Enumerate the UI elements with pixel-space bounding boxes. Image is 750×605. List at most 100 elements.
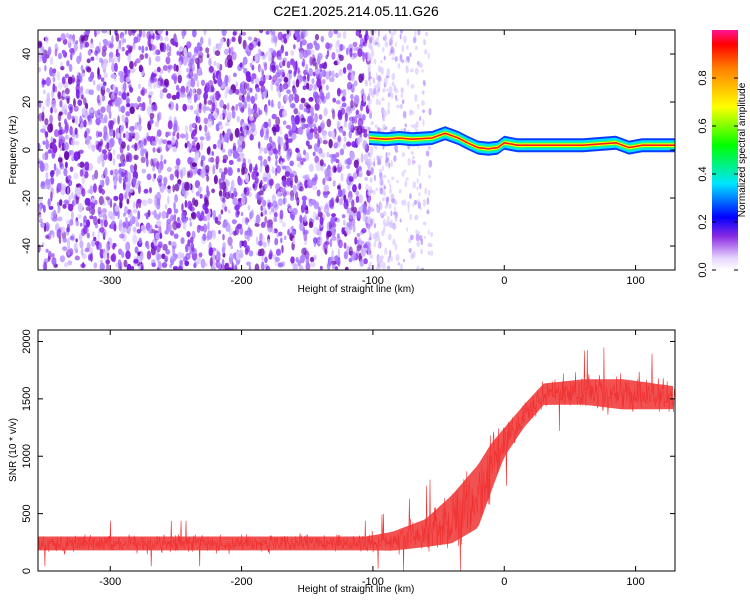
spectrogram-noise-speck [414,45,418,51]
spectrogram-y-tick-label: 20 [21,96,33,108]
spectrogram-noise-speck [288,72,293,80]
spectrogram-noise-speck [301,195,307,202]
spectrogram-noise-speck [117,53,121,63]
spectrogram-noise-speck [386,157,390,162]
spectrogram-noise-speck [155,49,161,55]
spectrogram-noise-speck [279,209,284,220]
spectrogram-noise-speck [417,201,421,209]
spectrogram-noise-speck [117,259,122,268]
spectrogram-noise-speck [279,84,285,92]
spectrogram-noise-speck [321,92,325,102]
spectrogram-noise-speck [373,189,376,196]
spectrogram-noise-speck [156,220,162,227]
spectrogram-noise-speck [103,153,108,161]
spectrogram-noise-speck [175,64,179,73]
spectrogram-noise-speck [353,159,359,169]
spectrogram-noise-speck [301,39,307,46]
spectrogram-noise-speck [304,209,309,215]
spectrogram-noise-speck [291,230,297,236]
spectrogram-noise-speck [199,36,204,45]
spectrogram-noise-speck [378,100,381,106]
spectrogram-noise-speck [120,125,124,132]
ridge-peak-line [368,132,675,150]
spectrogram-noise-speck [167,187,171,194]
spectrogram-noise-speck [192,30,197,38]
spectrogram-noise-speck [292,263,298,270]
spectrogram-noise-speck [105,259,110,265]
spectrogram-noise-speck [99,93,103,103]
spectrogram-noise-speck [343,199,349,210]
spectrogram-noise-speck [375,187,379,191]
spectrogram-noise-speck [271,99,274,107]
spectrogram-noise-speck [101,84,106,91]
spectrogram-noise-speck [133,154,139,161]
spectrogram-noise-speck [222,233,225,241]
spectrogram-noise-speck [348,176,354,182]
spectrogram-noise-speck [368,196,371,204]
figure-title: C2E1.2025.214.05.11.G26 [273,3,439,19]
spectrogram-noise-speck [53,107,58,114]
snr-y-tick-label: 2000 [21,329,33,353]
spectrogram-noise-speck [74,115,79,125]
spectrogram-noise-speck [369,36,373,44]
spectrogram-noise-speck [300,30,306,40]
spectrogram-noise-speck [389,256,394,262]
spectrogram-noise-speck [193,136,198,143]
spectrogram-noise-speck [353,46,359,52]
spectrogram-noise-speck [89,215,94,220]
spectrogram-noise-speck [383,174,387,178]
spectrogram-noise-speck [148,187,153,194]
spectrogram-noise-speck [351,140,357,148]
spectrogram-noise-speck [97,131,103,138]
spectrogram-y-tick-label: 40 [21,48,33,60]
spectrogram-noise-speck [152,166,155,172]
spectrogram-noise-speck [382,116,386,122]
spectrogram-noise-speck [49,114,53,124]
spectrogram-noise-speck [412,202,415,208]
spectrogram-noise-speck [284,171,291,177]
spectrogram-noise-speck [186,67,189,73]
spectrogram-noise-speck [196,142,200,151]
spectrogram-noise-speck [270,35,274,44]
spectrogram-noise-speck [149,119,154,125]
spectrogram-noise-speck [131,215,136,225]
spectrogram-noise-speck [204,196,209,206]
spectrogram-noise-speck [383,55,386,61]
spectrogram-noise-speck [258,196,264,201]
ridge-core-band [369,131,675,151]
spectrogram-noise-speck [286,89,291,95]
spectrogram-noise-speck [38,197,43,203]
spectrogram-noise-speck [239,227,244,236]
spectrogram-noise-speck [239,62,243,68]
spectrogram-noise-speck [165,30,169,36]
spectrogram-noise-speck [352,41,358,47]
spectrogram-noise-speck [162,88,168,93]
spectrogram-noise-speck [262,199,267,207]
spectrogram-noise-speck [372,77,376,84]
spectrogram-noise-speck [338,161,342,168]
spectrogram-noise-speck [173,208,179,214]
spectrogram-noise-speck [355,190,360,196]
spectrogram-noise-speck [325,84,329,91]
snr-x-tick-label: -300 [99,576,121,588]
spectrogram-noise-speck [176,165,180,171]
spectrogram-noise-speck [206,174,210,182]
spectrogram-noise-speck [199,46,203,52]
spectrogram-noise-speck [84,109,88,116]
spectrogram-noise-speck [277,31,283,41]
spectrogram-noise-speck [149,43,155,51]
spectrogram-noise-speck [151,140,157,147]
spectrogram-noise-speck [317,138,321,148]
spectrogram-noise-speck [254,177,259,184]
spectrogram-noise-speck [237,139,241,147]
spectrogram-noise-speck [214,90,221,101]
spectrogram-noise-speck [264,256,268,264]
spectrogram-y-tick-label: -40 [21,238,33,254]
spectrogram-noise-speck [284,51,289,57]
spectrogram-noise-speck [369,253,374,260]
spectrogram-noise-speck [413,199,418,206]
spectrogram-noise-speck [101,30,107,34]
spectrogram-noise-speck [150,38,154,43]
spectrogram-noise-speck [218,142,221,151]
